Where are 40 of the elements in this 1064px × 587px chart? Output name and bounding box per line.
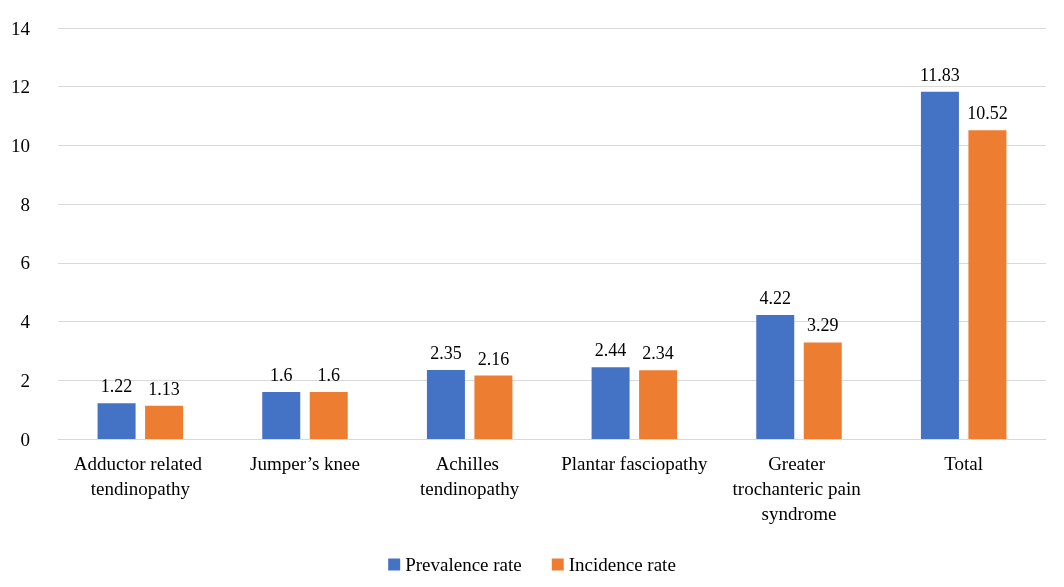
x-tick-label: Jumper’s knee — [250, 453, 360, 474]
bar — [591, 367, 630, 439]
data-label: 2.16 — [477, 348, 510, 369]
x-tick-label: Adductor related tendinopathy — [73, 453, 207, 499]
x-tick-label: Achilles tendinopathy — [420, 453, 520, 499]
data-label: 2.35 — [430, 343, 462, 364]
data-label: 1.6 — [317, 365, 340, 386]
x-tick-label: Greater trochanteric pain syndrome — [732, 453, 866, 524]
data-label: 1.22 — [100, 376, 133, 397]
data-label: 2.44 — [594, 340, 627, 361]
bar — [756, 315, 795, 439]
y-tick-label: 8 — [20, 193, 30, 215]
legend-label: Prevalence rate — [405, 554, 522, 575]
bar — [474, 375, 513, 439]
y-tick-label: 0 — [20, 428, 30, 450]
y-tick-label: 10 — [11, 134, 30, 156]
y-tick-label: 2 — [20, 369, 30, 391]
x-tick-label: Plantar fasciopathy — [561, 453, 708, 474]
y-tick-label: 6 — [20, 252, 30, 274]
bar — [309, 392, 348, 439]
y-tick-label: 4 — [20, 311, 31, 333]
y-tick-label: 14 — [11, 17, 31, 39]
y-tick-label: 12 — [11, 76, 30, 98]
bar — [968, 130, 1007, 439]
bar — [262, 392, 301, 439]
x-tick-label: Total — [944, 453, 984, 474]
data-label: 2.34 — [642, 343, 674, 364]
data-label: 4.22 — [759, 288, 791, 309]
bar — [426, 370, 465, 439]
bar — [639, 370, 678, 439]
bar — [97, 403, 136, 439]
data-label: 10.52 — [967, 103, 1008, 124]
bar — [803, 342, 842, 439]
data-label: 3.29 — [807, 315, 839, 336]
data-label: 1.6 — [270, 365, 293, 386]
bar — [920, 91, 959, 439]
data-label: 1.13 — [148, 378, 180, 399]
bar — [145, 405, 184, 439]
legend-label: Incidence rate — [568, 554, 676, 575]
data-label: 11.83 — [919, 64, 960, 85]
